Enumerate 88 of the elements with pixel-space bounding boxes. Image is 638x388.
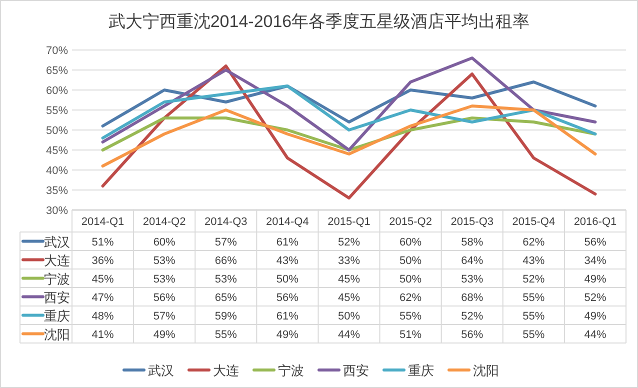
- text: 沈阳: [473, 363, 499, 378]
- data-label: 68%: [461, 292, 484, 304]
- x-tick-label: 2014-Q1: [81, 216, 124, 228]
- legend-label: 武汉: [44, 234, 70, 250]
- data-label: 56%: [584, 236, 606, 248]
- y-tick-label: 45%: [46, 145, 68, 157]
- legend-label: 重庆: [44, 308, 70, 324]
- y-tick-label: 40%: [46, 165, 68, 177]
- y-tick-label: 70%: [46, 45, 68, 57]
- data-label: 52%: [584, 292, 606, 304]
- data-label: 49%: [153, 328, 176, 341]
- legend-label: 西安: [44, 290, 70, 305]
- data-label: 45%: [338, 292, 360, 304]
- data-label: 44%: [338, 328, 360, 341]
- data-label: 60%: [400, 236, 422, 248]
- data-label: 61%: [276, 310, 299, 322]
- legend-label: 沈阳: [44, 326, 70, 342]
- text: 武汉: [148, 363, 174, 378]
- line-series: [101, 84, 597, 140]
- data-label: 55%: [522, 328, 545, 341]
- data-label: 43%: [276, 254, 299, 267]
- chart-title: 武大宁西重沈2014-2016年各季度五星级酒店平均出租率: [108, 12, 530, 31]
- x-tick-label: 2015-Q4: [512, 216, 556, 228]
- data-label: 50%: [400, 273, 422, 286]
- data-label: 36%: [92, 254, 114, 267]
- data-label: 51%: [400, 328, 422, 341]
- x-tick-label: 2014-Q3: [204, 216, 248, 228]
- y-tick-label: 60%: [46, 85, 68, 97]
- text: 宁波: [278, 363, 304, 378]
- data-label: 49%: [584, 273, 606, 286]
- data-label: 55%: [400, 310, 422, 322]
- data-label: 52%: [338, 236, 360, 248]
- text: 西安: [343, 363, 369, 378]
- data-label: 50%: [276, 273, 299, 286]
- data-label: 48%: [92, 310, 114, 322]
- data-label: 61%: [276, 236, 299, 248]
- data-label: 64%: [461, 254, 484, 267]
- data-label: 50%: [400, 254, 422, 267]
- data-label: 65%: [214, 292, 238, 304]
- data-label: 33%: [338, 254, 360, 267]
- data-label: 55%: [522, 310, 545, 322]
- data-label: 55%: [214, 328, 238, 341]
- data-label: 53%: [214, 273, 238, 286]
- data-label: 41%: [92, 328, 114, 341]
- data-label: 44%: [584, 328, 606, 341]
- y-tick-label: 50%: [46, 125, 68, 137]
- text: 重庆: [408, 363, 434, 378]
- data-label: 56%: [276, 292, 299, 304]
- data-label: 57%: [153, 310, 176, 322]
- x-tick-label: 2015-Q2: [389, 216, 432, 228]
- data-label: 43%: [522, 254, 545, 267]
- data-label: 62%: [522, 236, 545, 248]
- y-tick-label: 55%: [46, 105, 68, 117]
- legend-label: 大连: [44, 252, 70, 268]
- y-tick-label: 35%: [46, 185, 68, 197]
- data-label: 34%: [584, 254, 606, 267]
- x-tick-label: 2014-Q4: [266, 216, 309, 228]
- line-series: [101, 56, 597, 152]
- data-label: 53%: [153, 273, 176, 286]
- data-label: 55%: [522, 292, 545, 304]
- data-label: 45%: [92, 273, 114, 286]
- data-label: 53%: [153, 254, 176, 267]
- x-tick-label: 2014-Q2: [142, 216, 186, 228]
- data-label: 49%: [276, 328, 299, 341]
- data-label: 53%: [461, 273, 484, 286]
- legend-label: 宁波: [44, 271, 70, 286]
- line-series: [101, 104, 597, 168]
- data-label: 59%: [214, 310, 238, 322]
- y-tick-label: 65%: [46, 65, 68, 77]
- x-tick-label: 2016-Q1: [574, 216, 617, 228]
- data-label: 58%: [461, 236, 484, 248]
- y-tick-label: 30%: [46, 205, 68, 217]
- data-label: 52%: [461, 310, 484, 322]
- data-label: 56%: [461, 328, 484, 341]
- data-label: 60%: [153, 236, 176, 248]
- data-label: 51%: [92, 236, 114, 248]
- x-tick-label: 2015-Q1: [328, 216, 370, 228]
- data-label: 50%: [338, 310, 360, 322]
- data-label: 56%: [153, 292, 176, 304]
- text: 大连: [213, 363, 239, 378]
- x-tick-label: 2015-Q3: [450, 216, 494, 228]
- data-label: 49%: [584, 310, 606, 322]
- data-label: 66%: [214, 254, 238, 267]
- data-label: 57%: [214, 236, 238, 248]
- data-label: 62%: [400, 292, 422, 304]
- data-label: 52%: [522, 273, 545, 286]
- data-label: 47%: [92, 292, 114, 304]
- data-label: 45%: [338, 273, 360, 286]
